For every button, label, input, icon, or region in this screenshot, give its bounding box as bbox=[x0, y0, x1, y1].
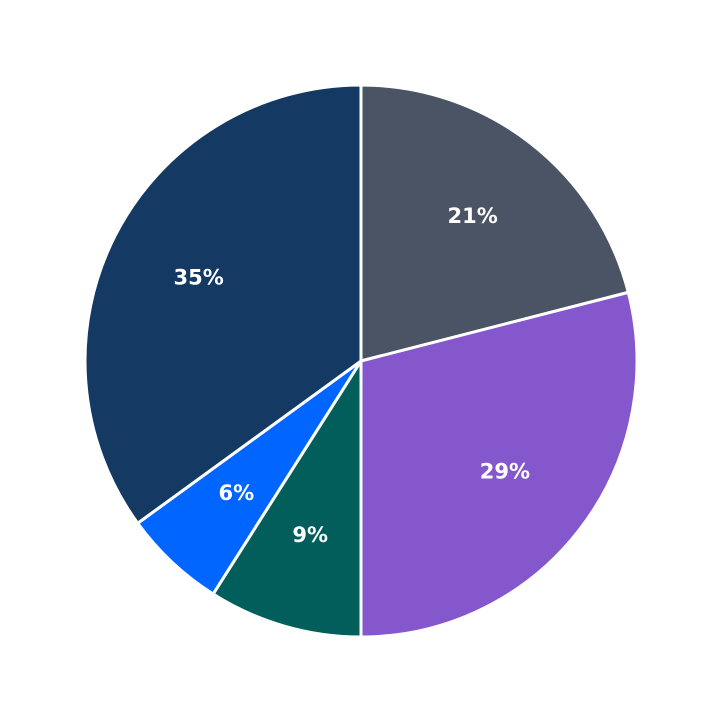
pie-slice bbox=[211, 359, 363, 639]
pie-slice bbox=[359, 83, 630, 363]
slice-label: 21% bbox=[448, 204, 498, 228]
slice-label: 6% bbox=[218, 481, 254, 505]
pie-slice bbox=[83, 83, 363, 525]
slice-label: 9% bbox=[292, 523, 328, 547]
pie-slice bbox=[359, 290, 639, 639]
slice-label: 29% bbox=[480, 460, 530, 484]
slice-label: 35% bbox=[174, 265, 224, 289]
